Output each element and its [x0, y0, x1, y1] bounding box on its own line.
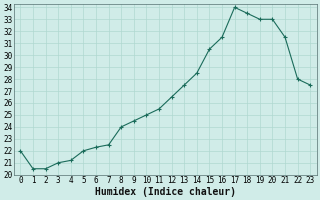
X-axis label: Humidex (Indice chaleur): Humidex (Indice chaleur) [95, 186, 236, 197]
